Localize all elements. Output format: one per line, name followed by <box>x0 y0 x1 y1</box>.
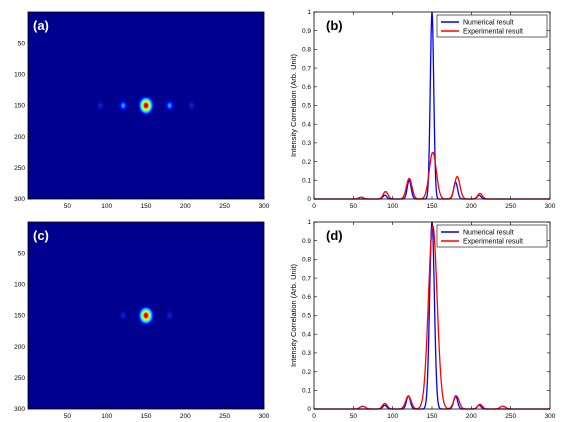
heatmap-spot <box>137 94 155 117</box>
heatmap-spot <box>118 308 129 323</box>
x-tick-label: 100 <box>101 203 112 210</box>
panel-label: (b) <box>326 18 343 33</box>
heatmap-spot <box>95 98 106 113</box>
x-tick-label: 50 <box>350 413 358 420</box>
heatmap-spot <box>186 98 197 113</box>
y-tick-label: 0.6 <box>302 84 311 91</box>
y-tick-label: 0.4 <box>302 121 311 128</box>
x-tick-label: 150 <box>141 203 152 210</box>
x-tick-label: 300 <box>259 413 270 420</box>
y-tick-label: 0.5 <box>302 103 311 110</box>
y-tick-label: 250 <box>14 375 25 382</box>
y-tick-label: 250 <box>14 165 25 172</box>
x-tick-label: 150 <box>427 203 438 210</box>
y-tick-label: 0 <box>307 196 311 203</box>
plot-area <box>314 222 550 409</box>
y-tick-label: 0.4 <box>302 331 311 338</box>
x-tick-label: 200 <box>466 203 477 210</box>
heatmap-spot <box>117 97 130 114</box>
x-tick-label: 0 <box>312 203 316 210</box>
y-tick-label: 0 <box>307 406 311 413</box>
legend-entry: Experimental result <box>463 29 523 36</box>
panel-b-line-chart: 0 50 100 150 200 250 300 0 0.1 0.2 0.3 0.4 0.5 0.6 0.7… <box>289 9 556 210</box>
y-tick-label: 0.8 <box>302 47 311 54</box>
y-tick-label: 100 <box>14 282 25 289</box>
x-tick-label: 250 <box>505 413 516 420</box>
y-tick-label: 0.7 <box>302 275 311 282</box>
x-tick-label: 200 <box>180 203 191 210</box>
panel-c-heatmap: 50 100 150 200 250 300 50 100 150 200 250 300 (c) <box>14 221 270 420</box>
legend-entry: Numerical result <box>463 20 514 27</box>
heatmap-spot <box>137 304 155 327</box>
y-tick-label: 200 <box>14 134 25 141</box>
heatmap-spot <box>163 97 176 114</box>
panel-label: (d) <box>326 228 343 243</box>
y-axis-label: Intensity Correlation (Arb. Unit) <box>289 54 298 157</box>
x-tick-label: 300 <box>259 203 270 210</box>
x-tick-label: 150 <box>141 413 152 420</box>
x-tick-label: 50 <box>350 203 358 210</box>
x-tick-label: 100 <box>101 413 112 420</box>
legend-entry: Numerical result <box>463 230 514 237</box>
x-tick-label: 250 <box>505 203 516 210</box>
x-tick-label: 100 <box>387 413 398 420</box>
y-tick-label: 0.2 <box>302 159 311 166</box>
panel-a-heatmap: 50 100 150 200 250 300 50 100 150 200 250 300 (a) <box>14 11 270 210</box>
x-tick-label: 250 <box>219 413 230 420</box>
x-tick-label: 0 <box>312 413 316 420</box>
y-tick-label: 0.9 <box>302 238 311 245</box>
y-tick-label: 0.3 <box>302 140 311 147</box>
x-tick-label: 100 <box>387 203 398 210</box>
y-tick-label: 50 <box>18 250 26 257</box>
heatmap-spot <box>164 308 175 323</box>
y-tick-label: 150 <box>14 103 25 110</box>
x-tick-label: 250 <box>219 203 230 210</box>
y-tick-label: 0.5 <box>302 313 311 320</box>
y-tick-label: 50 <box>18 40 26 47</box>
y-tick-label: 0.3 <box>302 350 311 357</box>
panel-label: (c) <box>33 228 49 243</box>
y-tick-label: 1 <box>307 9 311 16</box>
y-tick-label: 0.2 <box>302 369 311 376</box>
x-tick-label: 50 <box>64 413 72 420</box>
y-tick-label: 0.8 <box>302 257 311 264</box>
legend-entry: Experimental result <box>463 239 523 246</box>
y-tick-label: 0.1 <box>302 178 311 185</box>
y-tick-label: 0.1 <box>302 388 311 395</box>
plot-area <box>314 12 550 199</box>
x-tick-label: 150 <box>427 413 438 420</box>
y-tick-label: 1 <box>307 219 311 226</box>
y-tick-label: 0.9 <box>302 28 311 35</box>
x-tick-label: 200 <box>466 413 477 420</box>
legend-box <box>436 14 548 38</box>
y-tick-label: 100 <box>14 72 25 79</box>
x-tick-label: 50 <box>64 203 72 210</box>
y-tick-label: 200 <box>14 344 25 351</box>
x-tick-label: 300 <box>545 203 556 210</box>
x-tick-label: 200 <box>180 413 191 420</box>
panel-d-line-chart: 0 50 100 150 200 250 300 0 0.1 0.2 0.3 0.4 0.5 0.6 0.7… <box>289 219 556 420</box>
y-tick-label: 300 <box>14 196 25 203</box>
y-tick-label: 150 <box>14 313 25 320</box>
y-tick-label: 300 <box>14 406 25 413</box>
panel-label: (a) <box>33 18 49 33</box>
x-tick-label: 300 <box>545 413 556 420</box>
y-tick-label: 0.6 <box>302 294 311 301</box>
y-axis-label: Intensity Correlation (Arb. Unit) <box>289 264 298 367</box>
legend-box <box>436 224 548 248</box>
y-tick-label: 0.7 <box>302 65 311 72</box>
